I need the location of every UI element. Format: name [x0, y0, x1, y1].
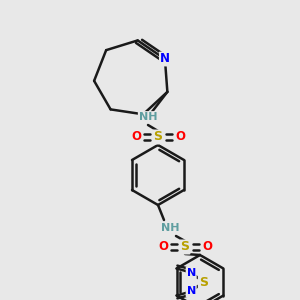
Text: S: S [154, 130, 163, 143]
Text: O: O [175, 130, 185, 143]
Text: NH: NH [161, 223, 179, 233]
Text: O: O [131, 130, 141, 143]
Text: S: S [181, 241, 190, 254]
Text: N: N [187, 268, 196, 278]
Text: S: S [199, 275, 208, 289]
Text: N: N [160, 52, 170, 65]
Text: NH: NH [139, 112, 157, 122]
Text: O: O [202, 241, 212, 254]
Text: O: O [158, 241, 168, 254]
Text: N: N [187, 286, 196, 296]
